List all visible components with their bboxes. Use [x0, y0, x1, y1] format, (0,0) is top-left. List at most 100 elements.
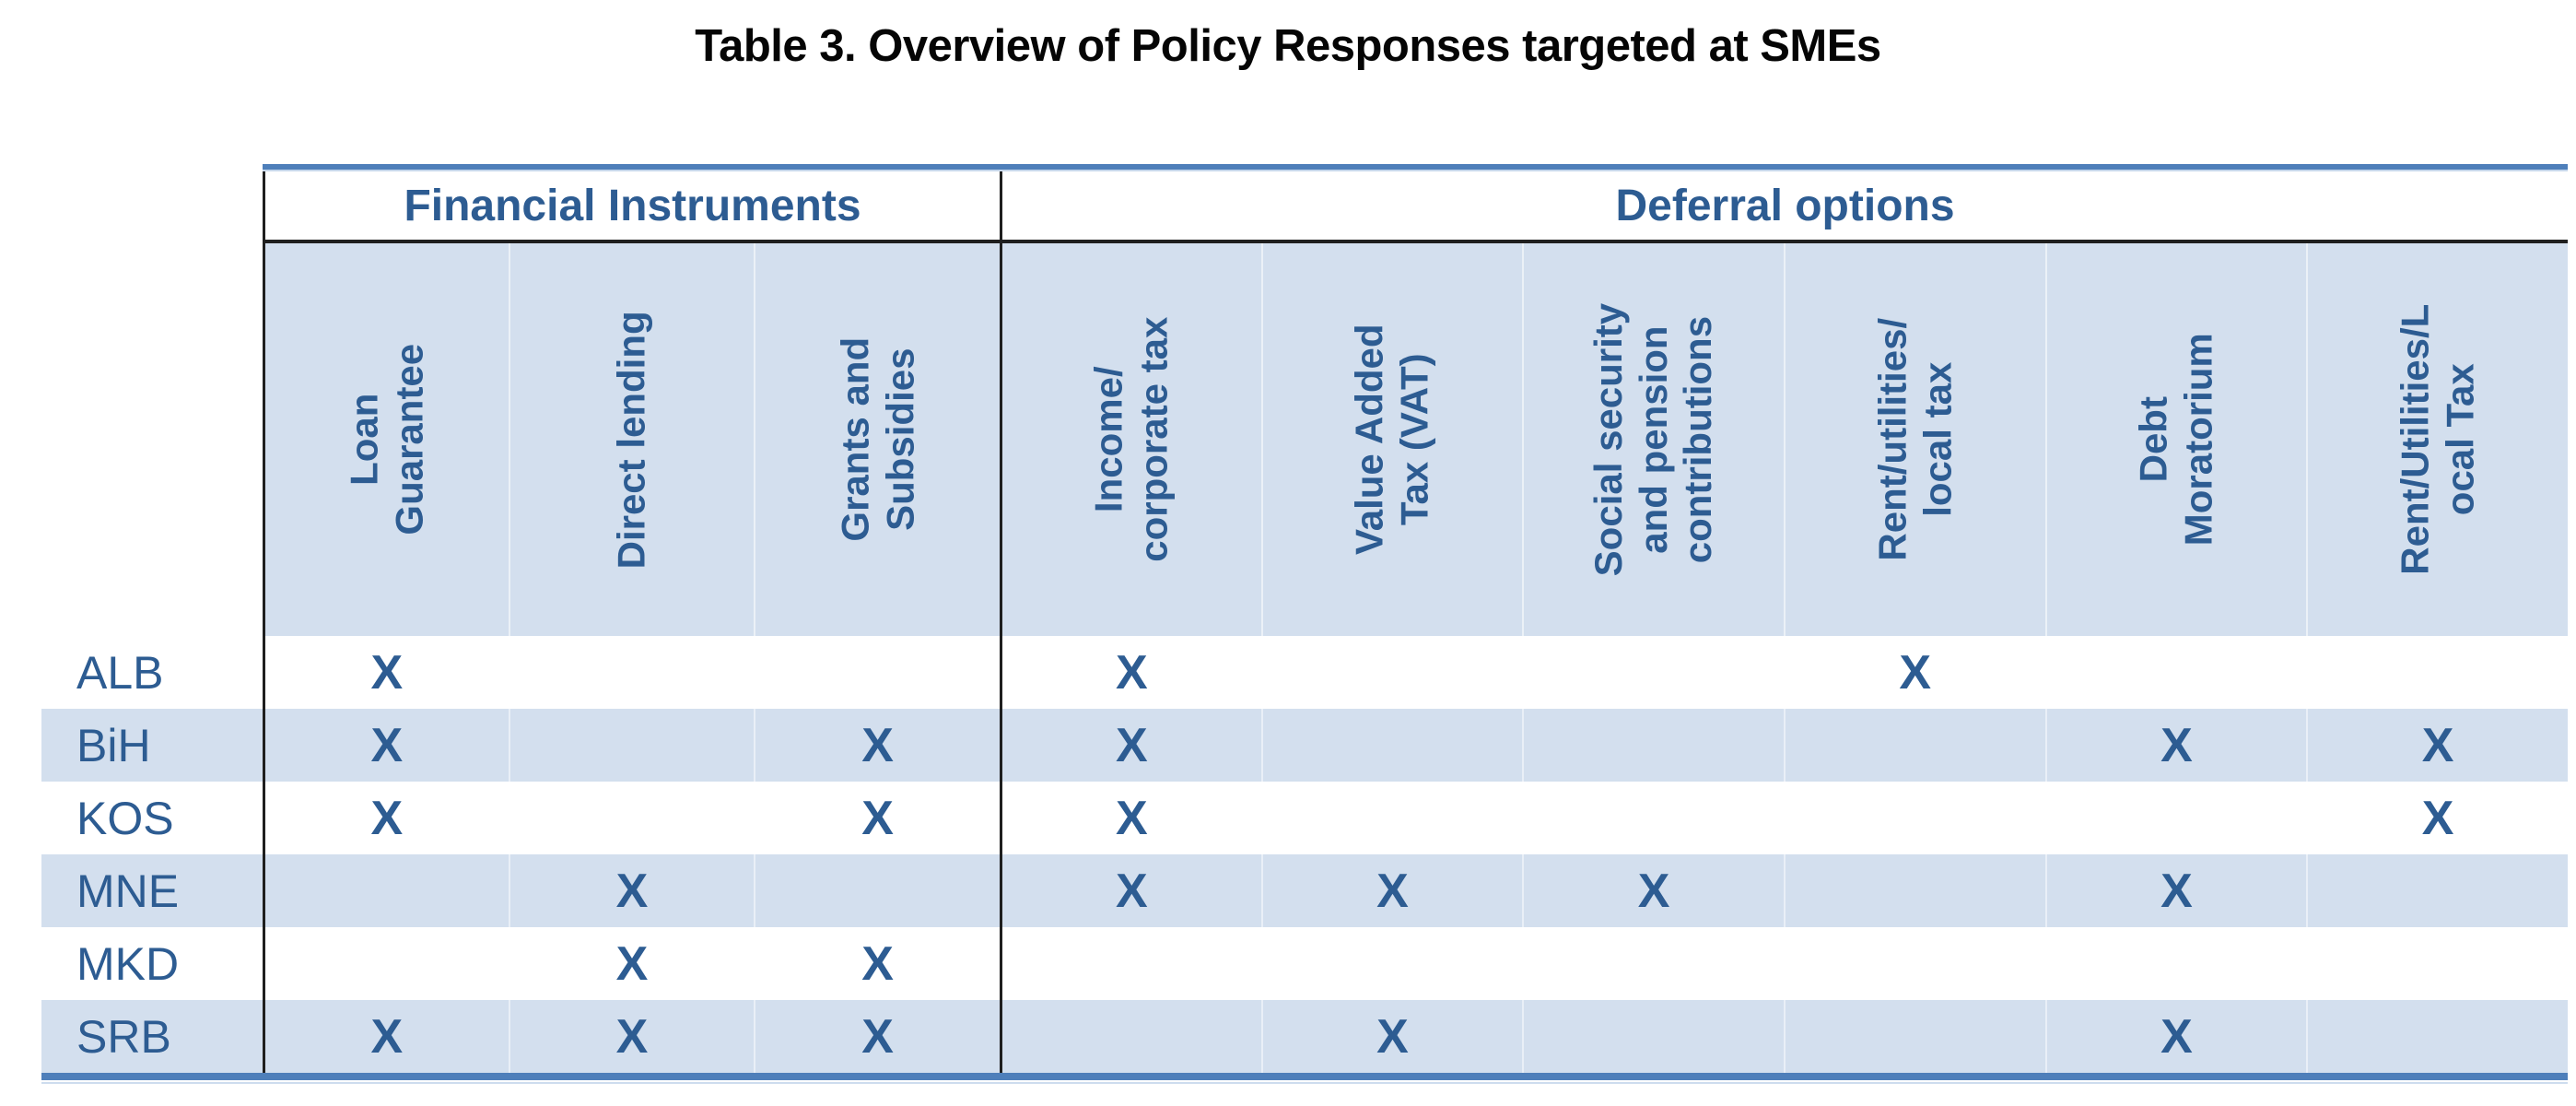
cell-kos-grants-and-subsidies: X	[754, 782, 1000, 854]
table-row-alb: ALB X X X	[41, 636, 2568, 709]
x-mark: X	[2421, 718, 2454, 772]
x-mark: X	[2160, 718, 2193, 772]
x-mark: X	[2160, 1009, 2193, 1064]
x-mark: X	[2160, 864, 2193, 918]
column-header-value-added-tax: Value Added Tax (VAT)	[1260, 243, 1523, 636]
table-row-bih: BiH X X X X X	[41, 709, 2568, 782]
cell-mne-direct-lending: X	[508, 854, 755, 927]
cell-mkd-loan-guarantee	[263, 927, 509, 1000]
group-header-row: Financial Instruments Deferral options	[41, 171, 2568, 243]
cell-mne-value-added-tax: X	[1260, 854, 1523, 927]
cell-bih-value-added-tax	[1260, 709, 1523, 782]
x-mark: X	[861, 1009, 894, 1064]
cell-alb-income-corporate-tax: X	[999, 636, 1261, 709]
column-header-corner	[41, 243, 263, 636]
cell-alb-debt-moratorium	[2044, 636, 2307, 709]
cell-alb-direct-lending	[508, 636, 755, 709]
column-header-rent-utilities-local-tax-deferral: Rent/Utilities/L ocal Tax	[2306, 243, 2568, 636]
column-header-direct-lending: Direct lending	[508, 243, 755, 636]
cell-srb-debt-moratorium: X	[2044, 1000, 2307, 1073]
x-mark: X	[2421, 791, 2454, 845]
row-label-mne: MNE	[41, 854, 263, 927]
cell-mkd-rent-utilities-local-tax	[1783, 927, 2045, 1000]
table-title: Table 3. Overview of Policy Responses ta…	[695, 21, 1881, 71]
cell-srb-income-corporate-tax	[999, 1000, 1261, 1073]
cell-mkd-income-corporate-tax	[999, 927, 1261, 1000]
cell-srb-value-added-tax: X	[1260, 1000, 1523, 1073]
cell-kos-social-security-pension-contributions	[1522, 782, 1784, 854]
cell-alb-loan-guarantee: X	[263, 636, 509, 709]
table-body: ALB X X X BiH X X X X X KOS X X X X MNE X X X X X MKD X X SRB X X X…	[41, 636, 2568, 1073]
column-header-label: Income/ corporate tax	[1086, 316, 1176, 563]
x-mark: X	[615, 936, 649, 991]
column-header-row: Loan Guarantee Direct lending Grants and S…	[41, 243, 2568, 636]
cell-alb-rent-utilities-local-tax-deferral	[2306, 636, 2568, 709]
x-mark: X	[1637, 864, 1670, 918]
group-deferral-options: Deferral options	[1000, 171, 2568, 243]
column-header-label: Loan Guarantee	[342, 344, 430, 535]
cell-alb-social-security-pension-contributions	[1522, 636, 1784, 709]
row-label-bih: BiH	[41, 709, 263, 782]
cell-srb-loan-guarantee: X	[263, 1000, 509, 1073]
x-mark: X	[370, 645, 404, 700]
cell-srb-grants-and-subsidies: X	[754, 1000, 1000, 1073]
cell-mne-rent-utilities-local-tax	[1783, 854, 2045, 927]
cell-srb-rent-utilities-local-tax	[1783, 1000, 2045, 1073]
column-header-debt-moratorium: Debt Moratorium	[2044, 243, 2307, 636]
cell-alb-value-added-tax	[1260, 636, 1523, 709]
column-header-label: Social security and pension contribution…	[1587, 302, 1720, 577]
cell-bih-direct-lending	[508, 709, 755, 782]
cell-alb-grants-and-subsidies	[754, 636, 1000, 709]
cell-kos-rent-utilities-local-tax-deferral: X	[2306, 782, 2568, 854]
cell-bih-income-corporate-tax: X	[999, 709, 1261, 782]
x-mark: X	[1115, 718, 1148, 772]
cell-bih-debt-moratorium: X	[2044, 709, 2307, 782]
cell-bih-rent-utilities-local-tax-deferral: X	[2306, 709, 2568, 782]
cell-mkd-direct-lending: X	[508, 927, 755, 1000]
column-header-label: Rent/Utilities/L ocal Tax	[2393, 303, 2482, 576]
cell-mne-debt-moratorium: X	[2044, 854, 2307, 927]
column-header-label: Rent/utilities/ local tax	[1870, 318, 1959, 561]
cell-kos-debt-moratorium	[2044, 782, 2307, 854]
x-mark: X	[1376, 864, 1409, 918]
group-financial-instruments: Financial Instruments	[263, 171, 1000, 243]
column-header-label: Debt Moratorium	[2131, 333, 2220, 547]
table-row-mne: MNE X X X X X	[41, 854, 2568, 927]
column-header-social-security-pension-contributions: Social security and pension contribution…	[1522, 243, 1784, 636]
x-mark: X	[370, 791, 404, 845]
column-header-label: Direct lending	[609, 310, 653, 570]
cell-kos-value-added-tax	[1260, 782, 1523, 854]
x-mark: X	[1899, 645, 1932, 700]
column-header-label: Value Added Tax (VAT)	[1347, 324, 1436, 556]
x-mark: X	[1115, 864, 1148, 918]
cell-kos-loan-guarantee: X	[263, 782, 509, 854]
cell-kos-direct-lending	[508, 782, 755, 854]
cell-srb-rent-utilities-local-tax-deferral	[2306, 1000, 2568, 1073]
cell-bih-loan-guarantee: X	[263, 709, 509, 782]
column-header-grants-and-subsidies: Grants and Subsidies	[754, 243, 1000, 636]
cell-mkd-debt-moratorium	[2044, 927, 2307, 1000]
column-header-label: Grants and Subsidies	[832, 337, 921, 542]
row-label-srb: SRB	[41, 1000, 263, 1073]
table-row-kos: KOS X X X X	[41, 782, 2568, 854]
x-mark: X	[615, 864, 649, 918]
table-top-border	[263, 164, 2568, 170]
x-mark: X	[861, 936, 894, 991]
table-bottom-border-accent	[41, 1082, 2568, 1084]
x-mark: X	[370, 718, 404, 772]
column-header-income-corporate-tax: Income/ corporate tax	[999, 243, 1261, 636]
column-header-rent-utilities-local-tax: Rent/utilities/ local tax	[1783, 243, 2045, 636]
column-header-loan-guarantee: Loan Guarantee	[263, 243, 509, 636]
cell-mkd-rent-utilities-local-tax-deferral	[2306, 927, 2568, 1000]
x-mark: X	[1115, 791, 1148, 845]
cell-srb-social-security-pension-contributions	[1522, 1000, 1784, 1073]
cell-mne-income-corporate-tax: X	[999, 854, 1261, 927]
x-mark: X	[861, 718, 894, 772]
cell-mkd-social-security-pension-contributions	[1522, 927, 1784, 1000]
cell-bih-grants-and-subsidies: X	[754, 709, 1000, 782]
row-label-mkd: MKD	[76, 937, 180, 990]
cell-srb-direct-lending: X	[508, 1000, 755, 1073]
table-row-mkd: MKD X X	[41, 927, 2568, 1000]
cell-bih-social-security-pension-contributions	[1522, 709, 1784, 782]
